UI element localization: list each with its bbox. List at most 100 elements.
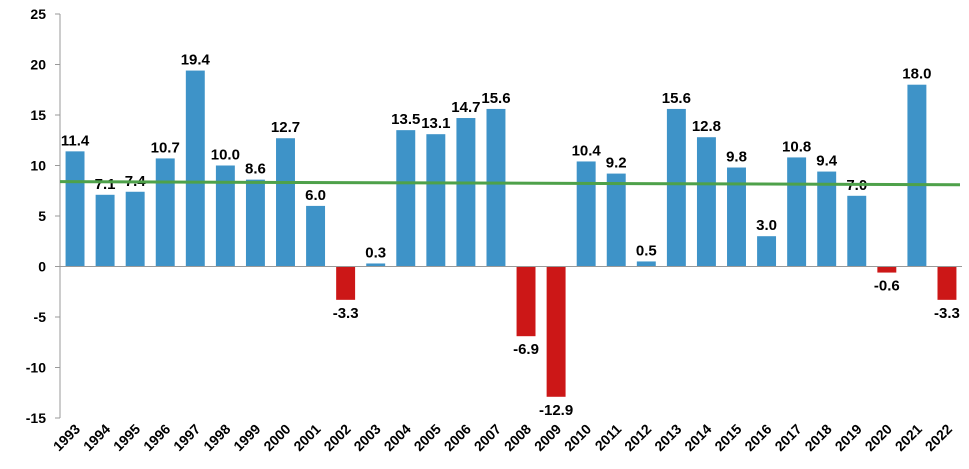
bar-1997 xyxy=(185,70,205,267)
data-label: 18.0 xyxy=(902,66,931,83)
bar-2021 xyxy=(907,84,927,267)
x-tick-label: 2021 xyxy=(892,421,925,454)
x-tick-label: 2011 xyxy=(592,421,625,454)
bar-2012 xyxy=(636,261,656,267)
y-axis: -15 -10 -5 0 5 10 15 20 25 xyxy=(26,6,61,426)
bar-2017 xyxy=(787,157,807,267)
data-label: 12.8 xyxy=(692,118,721,135)
bar-2015 xyxy=(727,167,746,267)
bar-2022 xyxy=(937,266,957,300)
data-label: -3.3 xyxy=(333,305,359,322)
data-label: 9.4 xyxy=(816,153,838,170)
reference-line xyxy=(59,180,961,187)
x-tick-label: 2004 xyxy=(381,421,414,454)
x-tick-label: 2016 xyxy=(741,421,774,454)
bar-2008 xyxy=(516,266,536,337)
data-labels: 11.47.17.410.719.410.08.612.76.0-3.30.31… xyxy=(61,52,960,419)
y-tick-label: -5 xyxy=(34,309,47,325)
x-tick-label: 2008 xyxy=(501,421,534,454)
bar-2003 xyxy=(366,263,386,267)
data-label: 10.0 xyxy=(211,147,240,164)
bar-2002 xyxy=(336,266,356,300)
x-tick-label: 2005 xyxy=(411,421,444,454)
y-tick-label: -10 xyxy=(26,360,46,376)
reference-line-group xyxy=(59,180,961,187)
bar-2016 xyxy=(757,236,777,267)
data-label: 13.5 xyxy=(391,111,420,128)
data-label: 15.6 xyxy=(481,90,510,107)
x-tick-label: 1996 xyxy=(140,421,173,454)
data-label: 11.4 xyxy=(61,132,90,149)
data-label: -0.6 xyxy=(874,278,900,295)
bar-2006 xyxy=(456,118,476,267)
y-tick-label: 20 xyxy=(30,57,46,73)
data-label: 0.3 xyxy=(365,244,386,261)
data-label: 8.6 xyxy=(245,161,266,178)
x-tick-label: 2010 xyxy=(561,421,594,454)
y-tick-label: 15 xyxy=(30,107,46,123)
x-tick-label: 2006 xyxy=(441,421,474,454)
y-tick-label: 25 xyxy=(30,6,46,22)
bar-2014 xyxy=(696,137,716,267)
bar-2010 xyxy=(576,161,596,267)
data-label: 13.1 xyxy=(421,115,450,132)
bar-1996 xyxy=(155,158,175,267)
data-label: -3.3 xyxy=(934,305,960,322)
data-label: -6.9 xyxy=(513,341,539,358)
data-label: 6.0 xyxy=(305,187,326,204)
data-label: 9.8 xyxy=(726,149,747,166)
x-tick-label: 1994 xyxy=(80,421,113,454)
x-tick-label: 2022 xyxy=(922,421,955,454)
bar-1999 xyxy=(245,179,265,267)
data-label: 15.6 xyxy=(662,90,691,107)
data-label: 9.2 xyxy=(606,155,627,172)
y-tick-label: 5 xyxy=(38,208,46,224)
x-axis: 1993199419951996199719981999200020012002… xyxy=(50,266,962,454)
bar-2020 xyxy=(877,266,897,273)
x-tick-label: 2002 xyxy=(320,421,353,454)
data-label: 7.1 xyxy=(95,176,116,193)
x-tick-label: 1997 xyxy=(170,421,203,454)
bar-2013 xyxy=(666,108,686,267)
data-label: 10.4 xyxy=(572,142,602,159)
x-tick-label: 2009 xyxy=(531,421,564,454)
y-tick-label: -15 xyxy=(26,410,46,426)
bar-2000 xyxy=(276,138,295,267)
x-tick-label: 1995 xyxy=(110,421,143,454)
bar-2004 xyxy=(396,130,416,267)
data-label: -12.9 xyxy=(539,402,573,419)
x-tick-label: 2013 xyxy=(651,421,684,454)
x-tick-label: 2007 xyxy=(471,421,504,454)
x-tick-label: 2018 xyxy=(801,421,834,454)
data-label: 14.7 xyxy=(451,99,480,116)
data-label: 12.7 xyxy=(271,119,300,136)
x-tick-label: 2000 xyxy=(260,421,293,454)
bar-1995 xyxy=(125,191,145,267)
x-tick-label: 1993 xyxy=(50,421,83,454)
x-tick-label: 2017 xyxy=(771,421,804,454)
bar-2005 xyxy=(426,134,446,267)
data-label: 10.7 xyxy=(151,139,180,156)
x-tick-label: 2014 xyxy=(681,421,714,454)
x-tick-label: 1998 xyxy=(200,421,233,454)
bar-1994 xyxy=(95,194,115,267)
x-tick-label: 2001 xyxy=(290,421,323,454)
bar-2018 xyxy=(817,171,837,267)
bars xyxy=(65,70,957,397)
x-tick-label: 2003 xyxy=(350,421,383,454)
data-label: 3.0 xyxy=(756,217,777,234)
bar-2009 xyxy=(546,266,566,397)
bar-2007 xyxy=(486,108,506,267)
x-tick-label: 2020 xyxy=(862,421,895,454)
data-label: 10.8 xyxy=(782,138,811,155)
x-tick-label: 2012 xyxy=(621,421,654,454)
data-label: 19.4 xyxy=(181,52,211,69)
bar-1993 xyxy=(65,151,85,267)
bar-1998 xyxy=(215,165,235,267)
x-tick-label: 2019 xyxy=(832,421,865,454)
bar-2001 xyxy=(306,205,326,267)
y-tick-label: 0 xyxy=(38,259,46,275)
data-label: 0.5 xyxy=(636,242,657,259)
bar-2019 xyxy=(847,195,867,267)
